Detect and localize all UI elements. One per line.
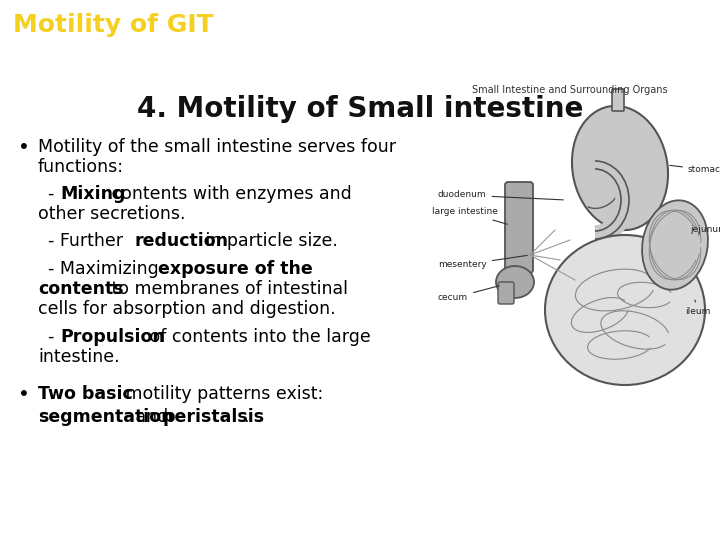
Text: jejunum: jejunum — [690, 226, 720, 234]
Text: large intestine: large intestine — [432, 207, 508, 224]
FancyBboxPatch shape — [505, 182, 533, 273]
Text: Propulsion: Propulsion — [60, 328, 165, 346]
Text: in particle size.: in particle size. — [200, 232, 338, 250]
Text: - Maximizing: - Maximizing — [48, 260, 164, 278]
Text: - Further: - Further — [48, 232, 128, 250]
Text: stomach: stomach — [670, 165, 720, 174]
Text: exposure of the: exposure of the — [158, 260, 312, 278]
Text: .: . — [243, 408, 248, 426]
FancyBboxPatch shape — [612, 89, 624, 111]
Text: cells for absorption and digestion.: cells for absorption and digestion. — [38, 300, 336, 318]
Text: and: and — [130, 408, 174, 426]
Ellipse shape — [642, 200, 708, 289]
Text: Mixing: Mixing — [60, 185, 125, 203]
Text: contents with enzymes and: contents with enzymes and — [106, 185, 352, 203]
Text: contents: contents — [38, 280, 124, 298]
Text: peristalsis: peristalsis — [162, 408, 264, 426]
Text: Small Intestine and Surrounding Organs: Small Intestine and Surrounding Organs — [472, 85, 668, 95]
Text: functions:: functions: — [38, 158, 124, 176]
Text: reduction: reduction — [134, 232, 228, 250]
Ellipse shape — [572, 106, 668, 230]
Ellipse shape — [545, 235, 705, 385]
Text: to membranes of intestinal: to membranes of intestinal — [106, 280, 348, 298]
FancyBboxPatch shape — [498, 282, 514, 304]
Text: duodenum: duodenum — [438, 191, 563, 200]
Text: of contents into the large: of contents into the large — [144, 328, 371, 346]
Text: 4. Motility of Small intestine: 4. Motility of Small intestine — [137, 95, 583, 123]
Text: •: • — [18, 385, 30, 404]
Text: motility patterns exist:: motility patterns exist: — [120, 385, 323, 403]
Text: Motility of the small intestine serves four: Motility of the small intestine serves f… — [38, 138, 396, 156]
Text: mesentery: mesentery — [438, 255, 527, 269]
Text: cecum: cecum — [438, 286, 499, 302]
Text: Two basic: Two basic — [38, 385, 132, 403]
Text: •: • — [18, 138, 30, 157]
Ellipse shape — [496, 266, 534, 298]
Text: other secretions.: other secretions. — [38, 205, 186, 223]
Text: Motility of GIT: Motility of GIT — [13, 13, 214, 37]
Text: ileum: ileum — [685, 300, 711, 316]
Text: -: - — [48, 185, 60, 203]
Text: intestine.: intestine. — [38, 348, 120, 366]
Text: segmentation: segmentation — [38, 408, 174, 426]
Text: -: - — [48, 328, 60, 346]
